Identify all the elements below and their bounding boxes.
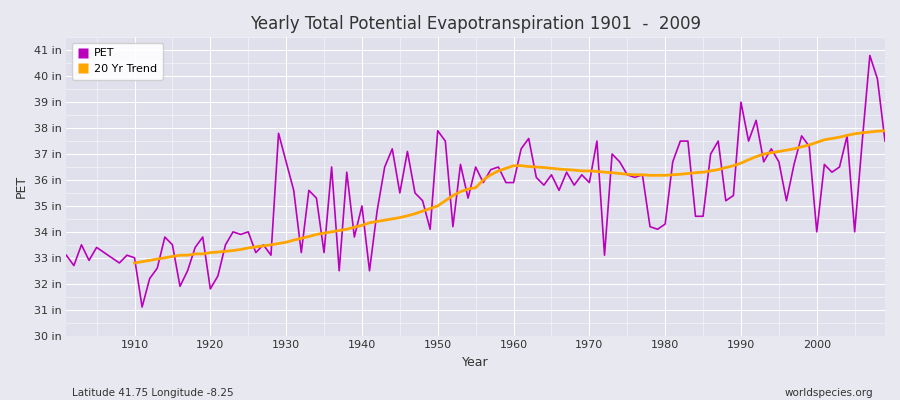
Title: Yearly Total Potential Evapotranspiration 1901  -  2009: Yearly Total Potential Evapotranspiratio…: [250, 15, 701, 33]
Y-axis label: PET: PET: [15, 175, 28, 198]
X-axis label: Year: Year: [463, 356, 489, 369]
Text: worldspecies.org: worldspecies.org: [785, 388, 873, 398]
Text: Latitude 41.75 Longitude -8.25: Latitude 41.75 Longitude -8.25: [72, 388, 234, 398]
Legend: PET, 20 Yr Trend: PET, 20 Yr Trend: [72, 43, 163, 80]
